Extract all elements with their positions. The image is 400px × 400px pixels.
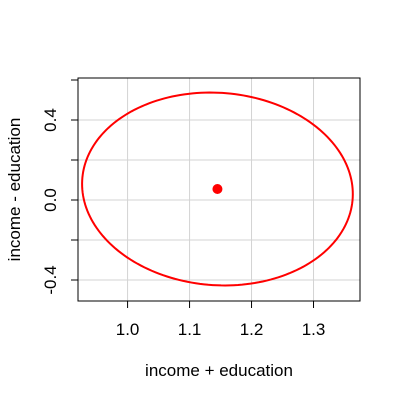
- y-axis: -0.4 0.0 0.4: [41, 79, 78, 295]
- data-point: [212, 184, 223, 194]
- x-tick-label: 1.0: [116, 320, 140, 339]
- x-tick-label: 1.1: [178, 320, 202, 339]
- grid: [78, 78, 360, 301]
- data-ellipse: [81, 91, 354, 287]
- y-tick-label: 0.0: [41, 188, 60, 212]
- x-axis-title: income + education: [145, 361, 293, 380]
- y-axis-title: income - education: [5, 118, 24, 262]
- x-tick-label: 1.3: [302, 320, 326, 339]
- x-tick-label: 1.2: [240, 320, 264, 339]
- y-tick-label: -0.4: [41, 265, 60, 294]
- y-tick-label: 0.4: [41, 108, 60, 132]
- plot-data: [81, 91, 354, 287]
- x-axis: 1.0 1.1 1.2 1.3: [116, 301, 326, 339]
- plot-frame: [77, 77, 361, 302]
